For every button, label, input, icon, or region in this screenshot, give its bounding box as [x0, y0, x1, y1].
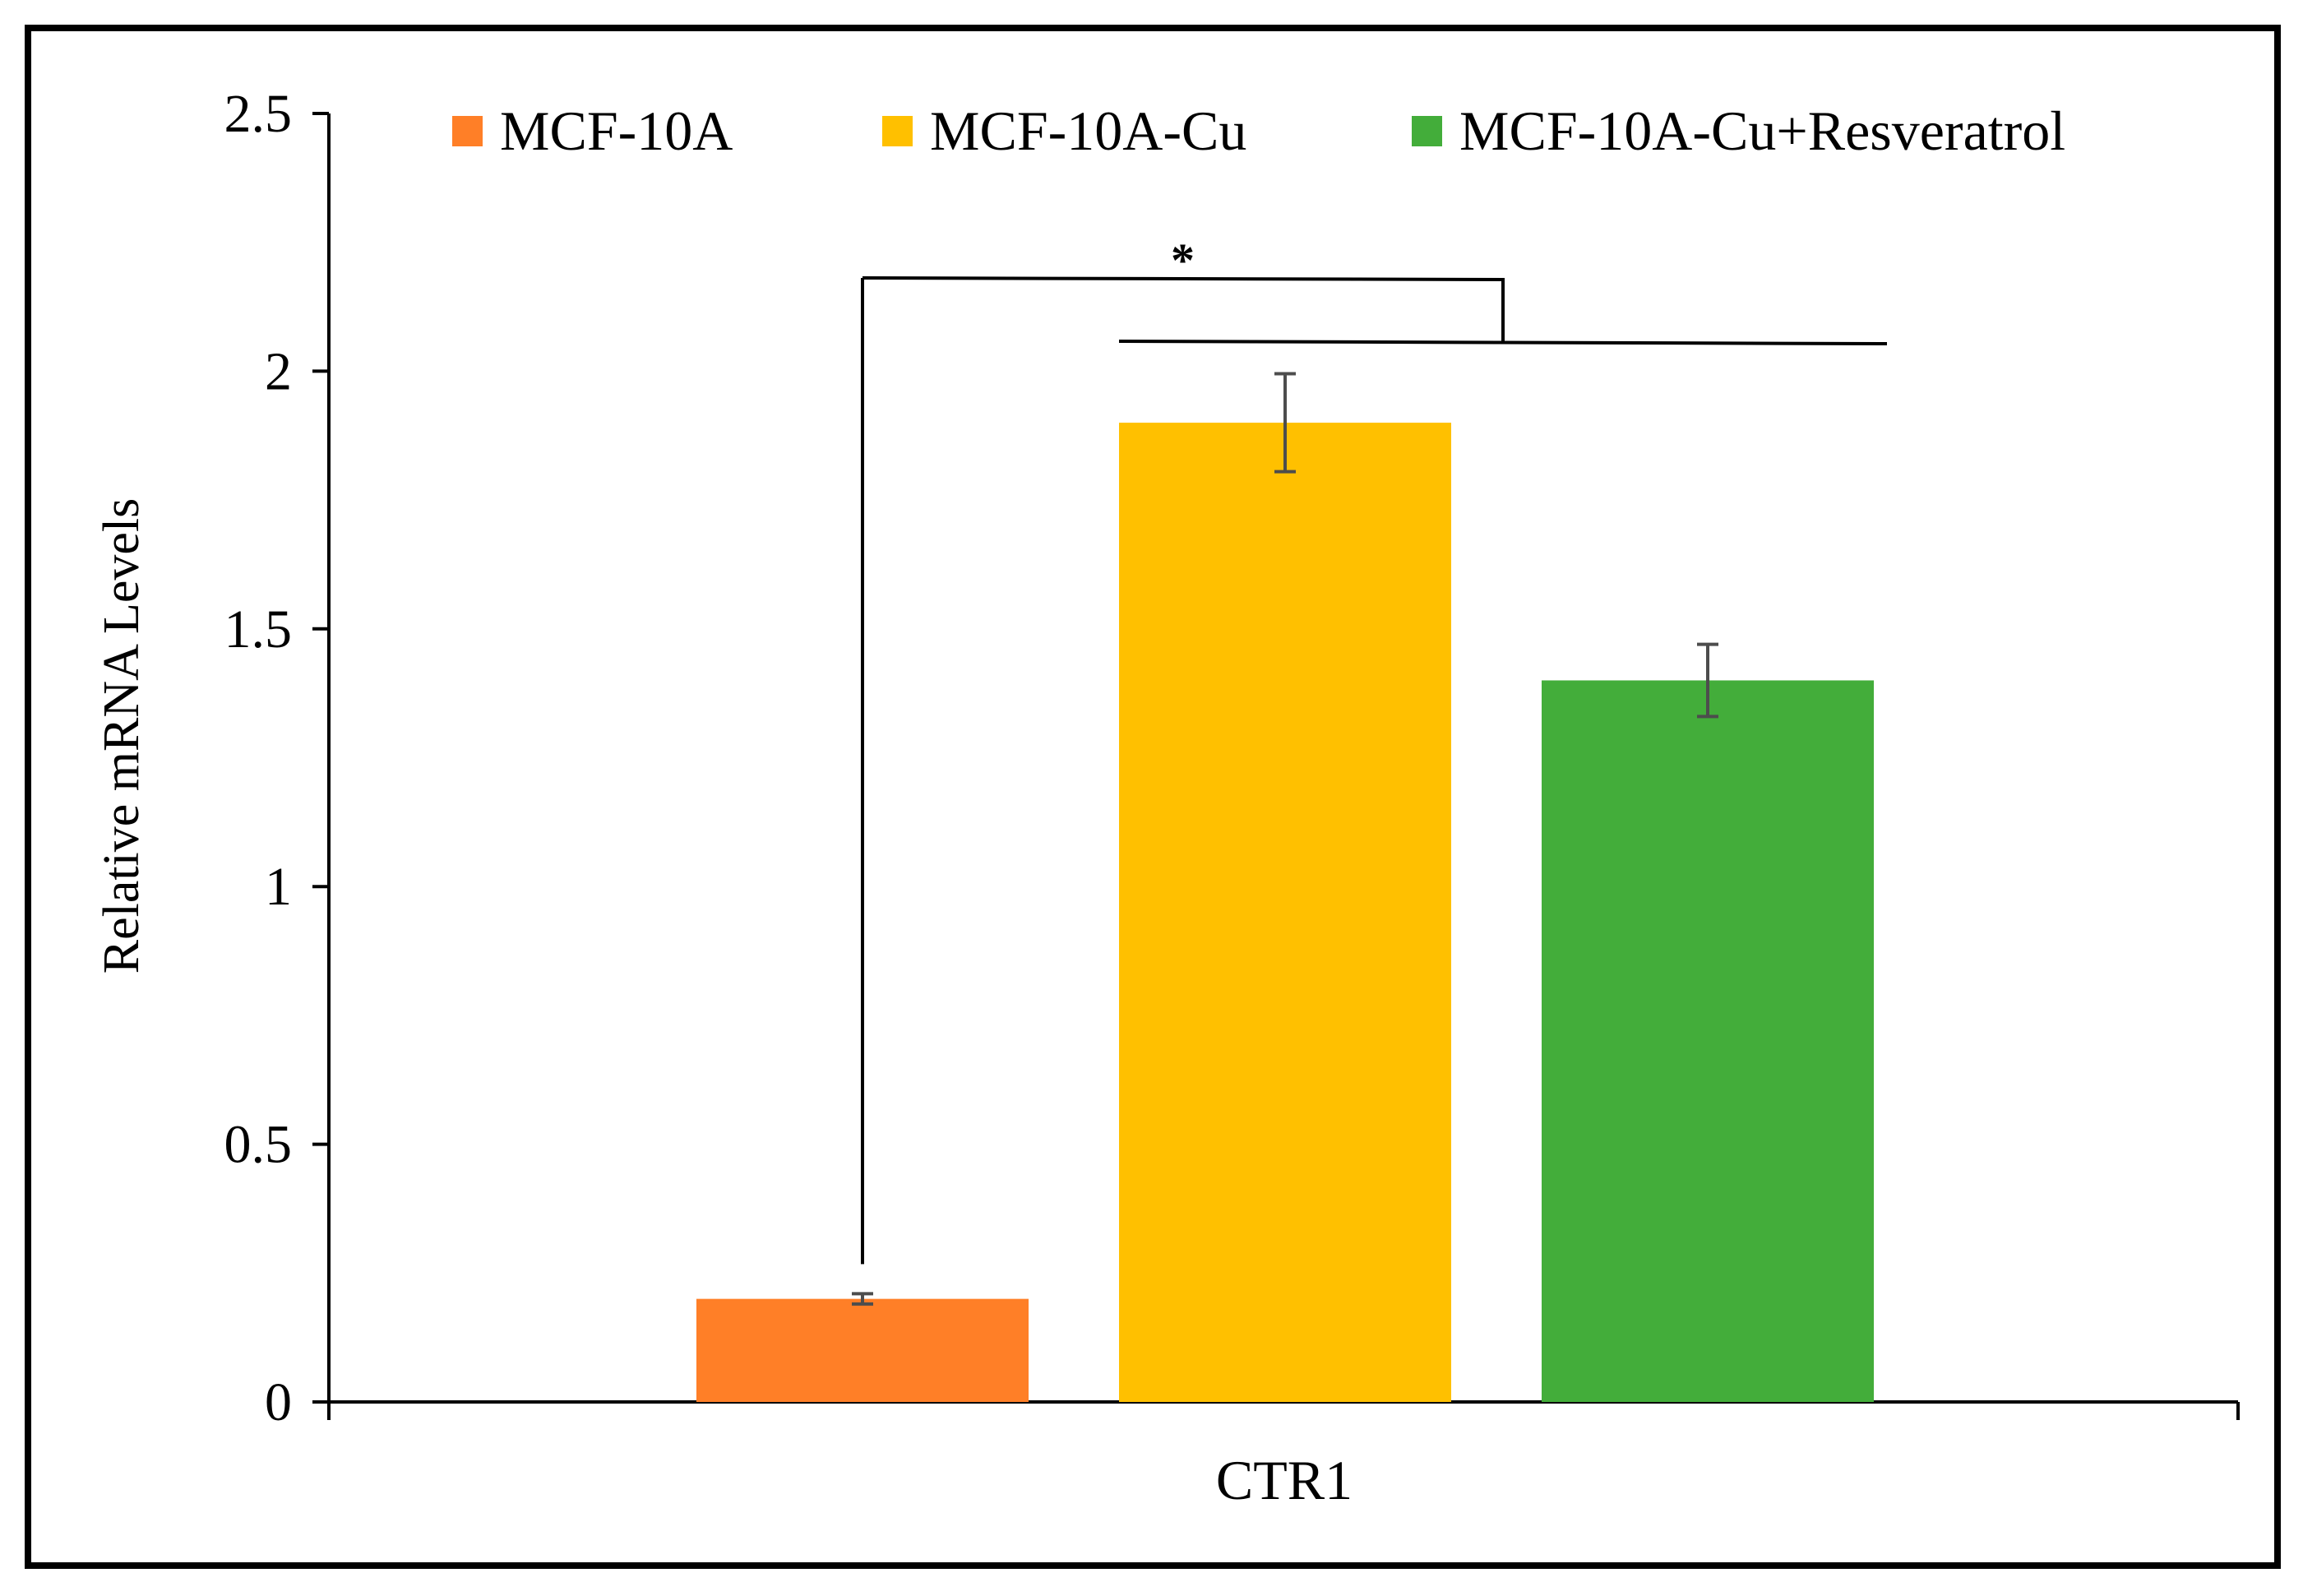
legend-swatch — [882, 116, 913, 146]
significance-annotation: * — [861, 234, 1888, 1265]
y-tick-label: 2.5 — [224, 84, 293, 144]
x-axis — [327, 1400, 2240, 1420]
y-tick-label: 1 — [265, 857, 292, 917]
legend-label: MCF-10A — [500, 99, 733, 162]
x-axis-title: CTR1 — [1216, 1449, 1353, 1511]
legend-swatch — [452, 116, 483, 146]
significance-star: * — [1171, 234, 1195, 287]
legend-swatch — [1412, 116, 1442, 146]
significance-top-line — [862, 276, 1504, 281]
y-axis: 0 0.5 1 1.5 2 2.5 — [224, 84, 331, 1432]
y-axis-title: Relative mRNA Levels — [94, 498, 150, 974]
bar-mcf-10a-cu-resveratrol — [1542, 680, 1874, 1402]
legend: MCF-10A MCF-10A-Cu MCF-10A-Cu+Resveratrol — [452, 99, 2065, 162]
y-tick-label: 0.5 — [224, 1115, 293, 1175]
y-tick-label: 0 — [265, 1372, 292, 1432]
significance-group-line — [1118, 340, 1888, 345]
y-tick-label: 2 — [265, 341, 292, 401]
legend-label: MCF-10A-Cu+Resveratrol — [1459, 99, 2065, 162]
bars — [696, 423, 1874, 1402]
legend-label: MCF-10A-Cu — [930, 99, 1246, 162]
bar-mcf-10a-cu — [1119, 423, 1451, 1402]
error-bars — [852, 372, 1718, 1306]
y-tick-label: 1.5 — [224, 599, 293, 659]
bar-mcf-10a — [696, 1298, 1029, 1402]
figure-border — [25, 25, 2281, 1569]
